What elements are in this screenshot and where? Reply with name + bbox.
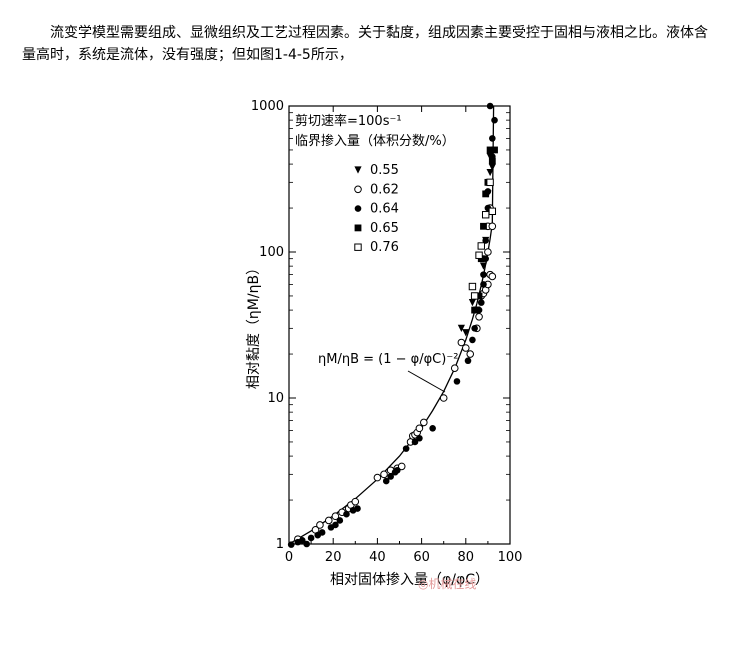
legend-label-0: 0.55	[370, 163, 399, 178]
data-point-series-2	[318, 529, 326, 536]
data-point-series-1	[488, 272, 497, 281]
x-tick-label: 0	[285, 550, 293, 565]
data-point-series-0	[488, 163, 496, 171]
data-point-series-2	[393, 466, 401, 474]
data-point-series-4	[468, 282, 477, 291]
article-paragraph-text: 流变学模型需要组成、显微组织及工艺过程因素。关于黏度，组成因素主要受控于固相与液…	[22, 25, 708, 63]
data-point-series-2	[411, 438, 419, 446]
data-point-series-1	[351, 497, 360, 506]
data-point-series-1	[316, 521, 324, 529]
data-point-series-0	[479, 262, 488, 270]
data-point-series-1	[475, 312, 483, 321]
data-point-series-2	[453, 378, 461, 385]
data-point-series-2	[471, 325, 478, 332]
data-point-series-2	[491, 116, 498, 124]
data-point-series-1	[380, 470, 388, 479]
legend-label-4: 0.76	[370, 240, 399, 255]
data-point-series-3	[471, 306, 479, 314]
legend-label-2: 0.64	[370, 202, 399, 217]
legend-marker-4	[354, 243, 362, 251]
y-axis-title: 相对黏度（ηM/ηB）	[246, 261, 262, 389]
data-point-series-2	[480, 271, 487, 278]
y-tick-label: 100	[259, 245, 284, 260]
data-point-series-3	[486, 146, 494, 154]
data-point-series-2	[382, 477, 390, 485]
data-point-series-2	[489, 135, 496, 142]
data-point-series-4	[486, 178, 494, 187]
x-tick-label: 20	[325, 550, 342, 565]
watermark-text: ◎机械在线	[418, 576, 476, 591]
data-point-series-0	[457, 324, 465, 332]
data-point-series-1	[484, 248, 492, 256]
data-point-series-1	[415, 424, 424, 433]
data-point-series-1	[466, 350, 475, 358]
data-point-series-2	[307, 534, 315, 542]
data-point-series-1	[324, 516, 333, 525]
data-point-series-1	[331, 512, 340, 521]
legend-label-1: 0.62	[370, 182, 399, 197]
data-point-series-2	[332, 521, 339, 529]
data-point-series-1	[450, 364, 459, 372]
data-point-series-2	[343, 510, 350, 518]
data-point-series-2	[354, 505, 361, 512]
data-point-series-1	[462, 344, 470, 352]
data-point-series-3	[491, 146, 498, 154]
legend-marker-1	[354, 185, 362, 194]
y-tick-label: 1000	[251, 99, 284, 114]
data-point-series-3	[480, 222, 487, 230]
x-tick-label: 60	[413, 550, 430, 565]
legend-label-3: 0.65	[370, 221, 399, 236]
data-point-series-0	[486, 168, 494, 177]
data-point-series-4	[475, 251, 483, 259]
data-point-series-2	[287, 541, 295, 548]
data-point-series-2	[477, 299, 485, 306]
legend-marker-2	[354, 205, 362, 212]
data-point-series-2	[402, 445, 410, 452]
data-point-series-2	[429, 425, 436, 432]
equation-label: ηM/ηB = (1 − φ/φC)⁻²	[318, 352, 458, 367]
data-point-series-3	[482, 190, 490, 198]
data-point-series-2	[336, 517, 344, 524]
y-tick-label: 1	[276, 537, 284, 552]
data-point-series-2	[486, 102, 494, 110]
x-axis-title: 相对固体掺入量（φ/φC）	[330, 571, 489, 588]
data-point-series-2	[469, 336, 476, 344]
legend-marker-3	[354, 224, 362, 232]
x-tick-label: 40	[369, 550, 386, 565]
data-point-series-1	[373, 473, 382, 482]
data-point-series-3	[475, 292, 483, 300]
data-point-series-2	[298, 537, 306, 544]
data-point-series-2	[464, 357, 472, 365]
data-point-series-1	[420, 418, 428, 427]
data-point-series-2	[303, 540, 310, 548]
y-tick-label: 10	[267, 391, 284, 406]
data-point-series-2	[416, 434, 423, 442]
data-point-series-1	[397, 462, 406, 471]
x-tick-label: 100	[498, 550, 523, 565]
data-point-series-0	[468, 299, 477, 307]
data-point-series-4	[477, 242, 485, 250]
data-point-series-2	[387, 473, 394, 480]
data-point-series-0	[462, 329, 470, 337]
data-point-series-1	[488, 222, 497, 231]
data-point-series-2	[480, 281, 487, 288]
data-point-series-4	[488, 207, 497, 216]
data-point-series-4	[481, 211, 490, 219]
x-tick-label: 80	[458, 550, 475, 565]
data-point-series-1	[457, 338, 466, 347]
article-paragraph: 流变学模型需要组成、显微组织及工艺过程因素。关于黏度，组成因素主要受控于固相与液…	[22, 22, 714, 66]
legend-header-critical: 临界掺入量（体积分数/%）	[295, 133, 455, 149]
equation-leader-line	[407, 370, 446, 393]
data-point-series-2	[482, 237, 489, 244]
data-point-series-1	[439, 394, 448, 402]
legend-header-shear-rate: 剪切速率=100s⁻¹	[295, 113, 402, 129]
data-point-series-3	[488, 157, 496, 165]
data-point-series-4	[470, 292, 479, 300]
legend-marker-0	[354, 166, 362, 174]
